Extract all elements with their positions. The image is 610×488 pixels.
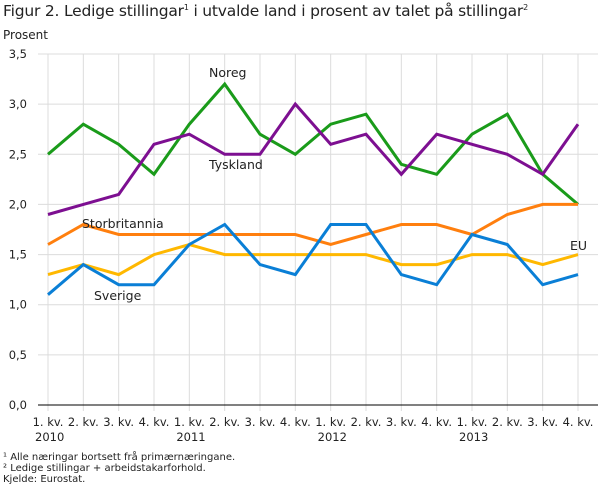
series-line-tyskland: [47, 101, 580, 216]
x-tick-label: 1. kv.: [174, 415, 205, 429]
x-tick-label: 1. kv.: [315, 415, 346, 429]
x-tick-label: 3. kv.: [103, 415, 134, 429]
y-tick-label: 1,5: [9, 248, 27, 262]
series-label-tyskland: Tyskland: [208, 157, 263, 172]
title-text-mid: i utvalde land i prosent av talet på sti…: [188, 2, 524, 20]
y-ticks: 0,0 0,5 1,0 1,5 2,0 2,5 3,0 3,5: [9, 47, 27, 412]
x-tick-label: 3. kv.: [386, 415, 417, 429]
source-note: Kjelde: Eurostat.: [3, 474, 86, 485]
x-tick-label: 2. kv.: [68, 415, 99, 429]
series-label-sverige: Sverige: [94, 288, 142, 303]
x-tick-label: 2. kv.: [351, 415, 382, 429]
series-label-eu: EU: [570, 238, 587, 253]
x-tick-label: 3. kv.: [245, 415, 276, 429]
x-tick-label: 1. kv.: [33, 415, 64, 429]
y-tick-label: 0,5: [9, 348, 27, 362]
series-lines: [47, 81, 580, 296]
x-tick-year-label: 2011: [176, 430, 205, 444]
series-line-eu: [47, 242, 579, 277]
y-tick-label: 2,0: [9, 197, 27, 211]
x-tick-year-label: 2010: [35, 430, 64, 444]
series-labels: Noreg Tyskland Storbritannia EU Sverige: [82, 65, 587, 303]
footnote-1: ¹ Alle næringar bortsett frå primærnærin…: [3, 452, 236, 463]
title-footnote-mark-1: 1: [183, 2, 189, 12]
x-tick-label: 4. kv.: [280, 415, 311, 429]
x-tick-label: 2. kv.: [209, 415, 240, 429]
x-tick-label: 1. kv.: [457, 415, 488, 429]
x-tick-year-label: 2013: [459, 430, 488, 444]
x-tick-year-label: 2012: [318, 430, 347, 444]
y-tick-label: 0,0: [9, 398, 27, 412]
y-tick-label: 3,5: [9, 47, 27, 61]
y-tick-label: 3,0: [9, 97, 27, 111]
grid: [38, 53, 598, 411]
x-tick-label: 3. kv.: [527, 415, 558, 429]
x-tick-label: 4. kv.: [139, 415, 170, 429]
x-tick-label: 2. kv.: [492, 415, 523, 429]
title-footnote-mark-2: 2: [523, 2, 528, 12]
chart-title: Figur 2. Ledige stillingar1 i utvalde la…: [3, 2, 528, 20]
title-text: Figur 2. Ledige stillingar: [3, 2, 184, 20]
footnote-2: ² Ledige stillingar + arbeidstakarforhol…: [3, 463, 206, 474]
series-line-noreg: [47, 81, 579, 206]
series-line-sverige: [47, 222, 579, 296]
x-tick-label: 4. kv.: [563, 415, 594, 429]
series-line-storbritannia: [47, 202, 578, 247]
y-tick-label: 1,0: [9, 298, 27, 312]
y-axis-label: Prosent: [3, 28, 48, 42]
series-label-storbritannia: Storbritannia: [82, 216, 164, 231]
footnotes: ¹ Alle næringar bortsett frå primærnærin…: [3, 452, 235, 485]
y-tick-label: 2,5: [9, 147, 27, 161]
series-label-noreg: Noreg: [209, 65, 247, 80]
x-tick-label: 4. kv.: [421, 415, 452, 429]
